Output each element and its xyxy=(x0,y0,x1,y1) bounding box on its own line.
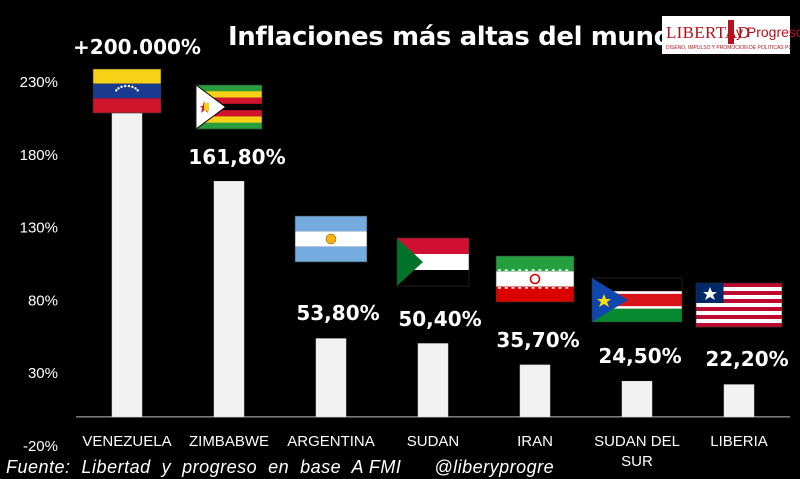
x-tick-label: ZIMBABWE xyxy=(189,433,269,450)
x-tick-label: ARGENTINA xyxy=(287,433,375,450)
y-tick-label: 30% xyxy=(28,365,58,382)
y-tick-label: 230% xyxy=(20,74,58,91)
argentina-flag-icon xyxy=(294,215,368,263)
y-tick-label: 130% xyxy=(20,220,58,237)
iran-flag-icon xyxy=(495,255,575,303)
data-label: 24,50% xyxy=(598,344,681,368)
data-label: +200.000% xyxy=(73,35,201,59)
venezuela-flag-icon xyxy=(92,68,162,114)
data-label: 53,80% xyxy=(296,301,379,325)
logo-tagline: DISEÑO, IMPULSO Y PROMOCIÓN DE POLÍTICAS… xyxy=(666,45,790,51)
bar xyxy=(315,338,347,418)
data-label: 50,40% xyxy=(398,307,481,331)
logo-divider xyxy=(728,20,734,44)
source-note: Fuente: Libertad y progreso en base A FM… xyxy=(6,457,555,477)
sudan-flag-icon xyxy=(396,237,470,287)
bar xyxy=(111,111,143,418)
y-tick-label: -20% xyxy=(23,438,58,455)
bar xyxy=(519,364,551,418)
liberia-flag-icon xyxy=(695,282,783,328)
y-tick-label: 180% xyxy=(20,147,58,164)
bar xyxy=(621,380,653,418)
chart-title: Inflaciones más altas del mundo xyxy=(228,22,690,52)
y-tick-label: 80% xyxy=(28,292,58,309)
bar xyxy=(417,343,449,418)
south-sudan-flag-icon xyxy=(591,277,683,323)
x-tick-label: LIBERIA xyxy=(710,433,768,450)
x-tick-label: SUR xyxy=(621,453,653,470)
logo-name-suffix: y Progreso xyxy=(736,24,800,40)
bar xyxy=(723,384,755,418)
data-label: 35,70% xyxy=(496,328,579,352)
data-label: 22,20% xyxy=(705,347,788,371)
x-tick-label: SUDAN xyxy=(407,433,460,450)
bar xyxy=(213,181,245,418)
x-tick-label: VENEZUELA xyxy=(82,433,171,450)
x-tick-label: IRAN xyxy=(517,433,553,450)
zimbabwe-flag-icon xyxy=(195,84,263,130)
x-tick-label: SUDAN DEL xyxy=(594,433,680,450)
libertad-y-progreso-logo: LIBERTAD y Progreso DISEÑO, IMPULSO Y PR… xyxy=(662,16,800,54)
data-label: 161,80% xyxy=(188,145,285,169)
